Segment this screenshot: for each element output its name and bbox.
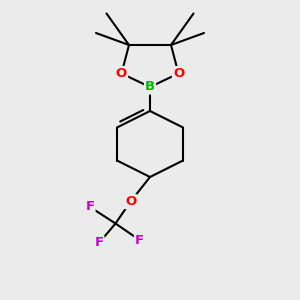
Text: B: B <box>145 80 155 94</box>
Text: F: F <box>94 236 103 250</box>
Text: O: O <box>125 195 136 208</box>
Text: O: O <box>173 67 184 80</box>
Text: F: F <box>135 233 144 247</box>
Text: O: O <box>116 67 127 80</box>
Text: F: F <box>85 200 94 214</box>
